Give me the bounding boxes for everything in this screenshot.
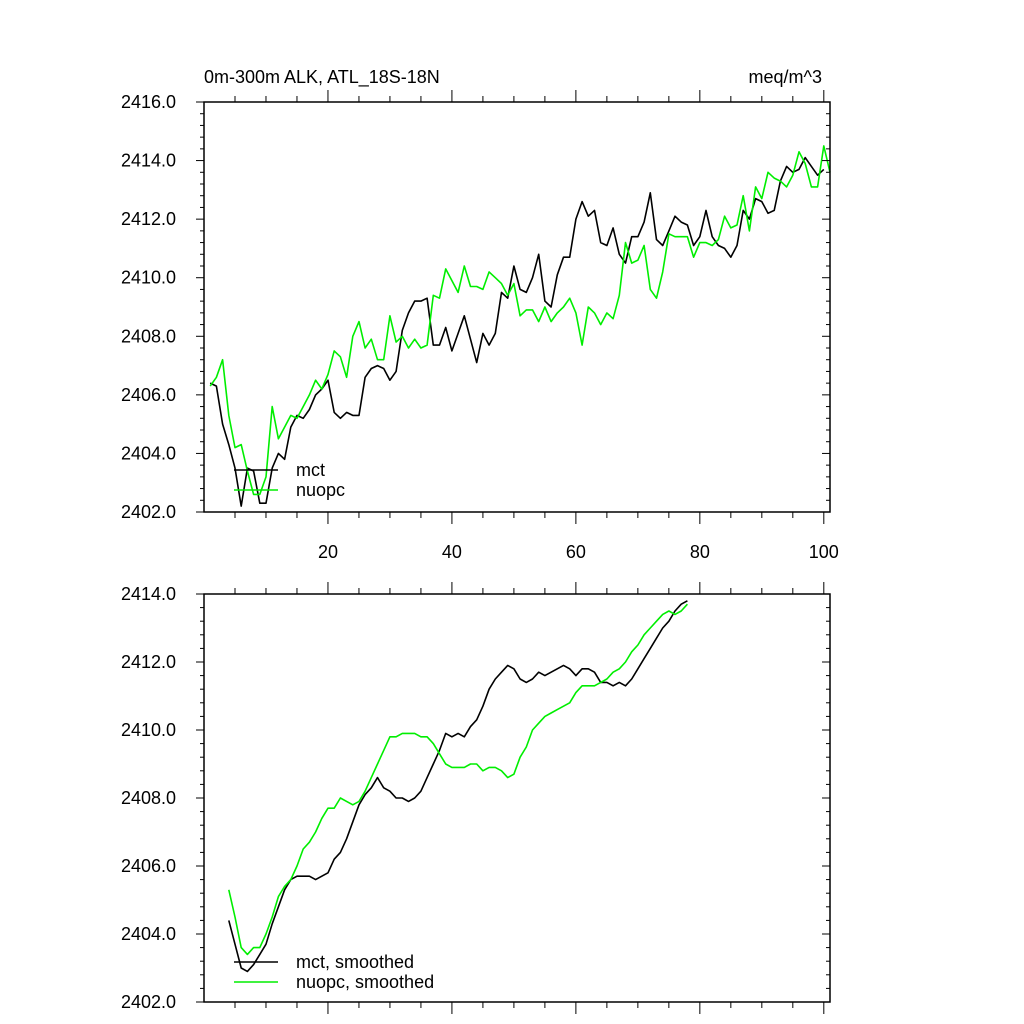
bottom-chart: 2402.0 2404.0 2406.0 2408.0 2410.0 2412.0 2414… xyxy=(121,582,831,1014)
series-line xyxy=(228,603,688,956)
legend-label: nuopc, smoothed xyxy=(296,972,434,992)
legend-label: mct, smoothed xyxy=(296,952,414,972)
series-line xyxy=(228,600,688,973)
y-tick-label: 2404.0 xyxy=(121,443,176,463)
y-tick-label: 2414.0 xyxy=(121,584,176,604)
y-tick-label: 2410.0 xyxy=(121,720,176,740)
top-chart: 0m-300m ALK, ATL_18S-18N meq/m^3 2402.02… xyxy=(121,67,839,562)
chart-title: 0m-300m ALK, ATL_18S-18N xyxy=(204,67,440,88)
x-tick-label: 60 xyxy=(566,542,586,562)
y-tick-label: 2408.0 xyxy=(121,788,176,808)
y-tick-label: 2412.0 xyxy=(121,652,176,672)
y-tick-label: 2406.0 xyxy=(121,856,176,876)
series-line xyxy=(209,156,825,507)
y-tick-label: 2416.0 xyxy=(121,92,176,112)
x-tick-label: 40 xyxy=(442,542,462,562)
plot-frame xyxy=(203,101,831,513)
plot-frame xyxy=(203,593,831,1003)
y-tick-label: 2414.0 xyxy=(121,151,176,171)
y-tick-label: 2402.0 xyxy=(121,992,176,1012)
y-tick-label: 2406.0 xyxy=(121,385,176,405)
legend-label: nuopc xyxy=(296,480,345,500)
y-tick-label: 2404.0 xyxy=(121,924,176,944)
x-tick-label: 80 xyxy=(690,542,710,562)
series-lines xyxy=(228,600,688,973)
legend-label: mct xyxy=(296,460,325,480)
x-tick-label: 20 xyxy=(318,542,338,562)
axis-ticks: 2402.0 2404.0 2406.0 2408.0 2410.0 2412.0 2414… xyxy=(121,90,839,562)
series-lines xyxy=(209,145,831,507)
series-line xyxy=(209,145,831,496)
x-tick-label: 100 xyxy=(809,542,839,562)
y-tick-label: 2410.0 xyxy=(121,268,176,288)
y-tick-label: 2408.0 xyxy=(121,326,176,346)
y-tick-label: 2402.0 xyxy=(121,502,176,522)
axis-ticks: 2402.0 2404.0 2406.0 2408.0 2410.0 2412.0 2414… xyxy=(121,582,830,1014)
y-tick-label: 2412.0 xyxy=(121,209,176,229)
units-label: meq/m^3 xyxy=(749,67,822,87)
